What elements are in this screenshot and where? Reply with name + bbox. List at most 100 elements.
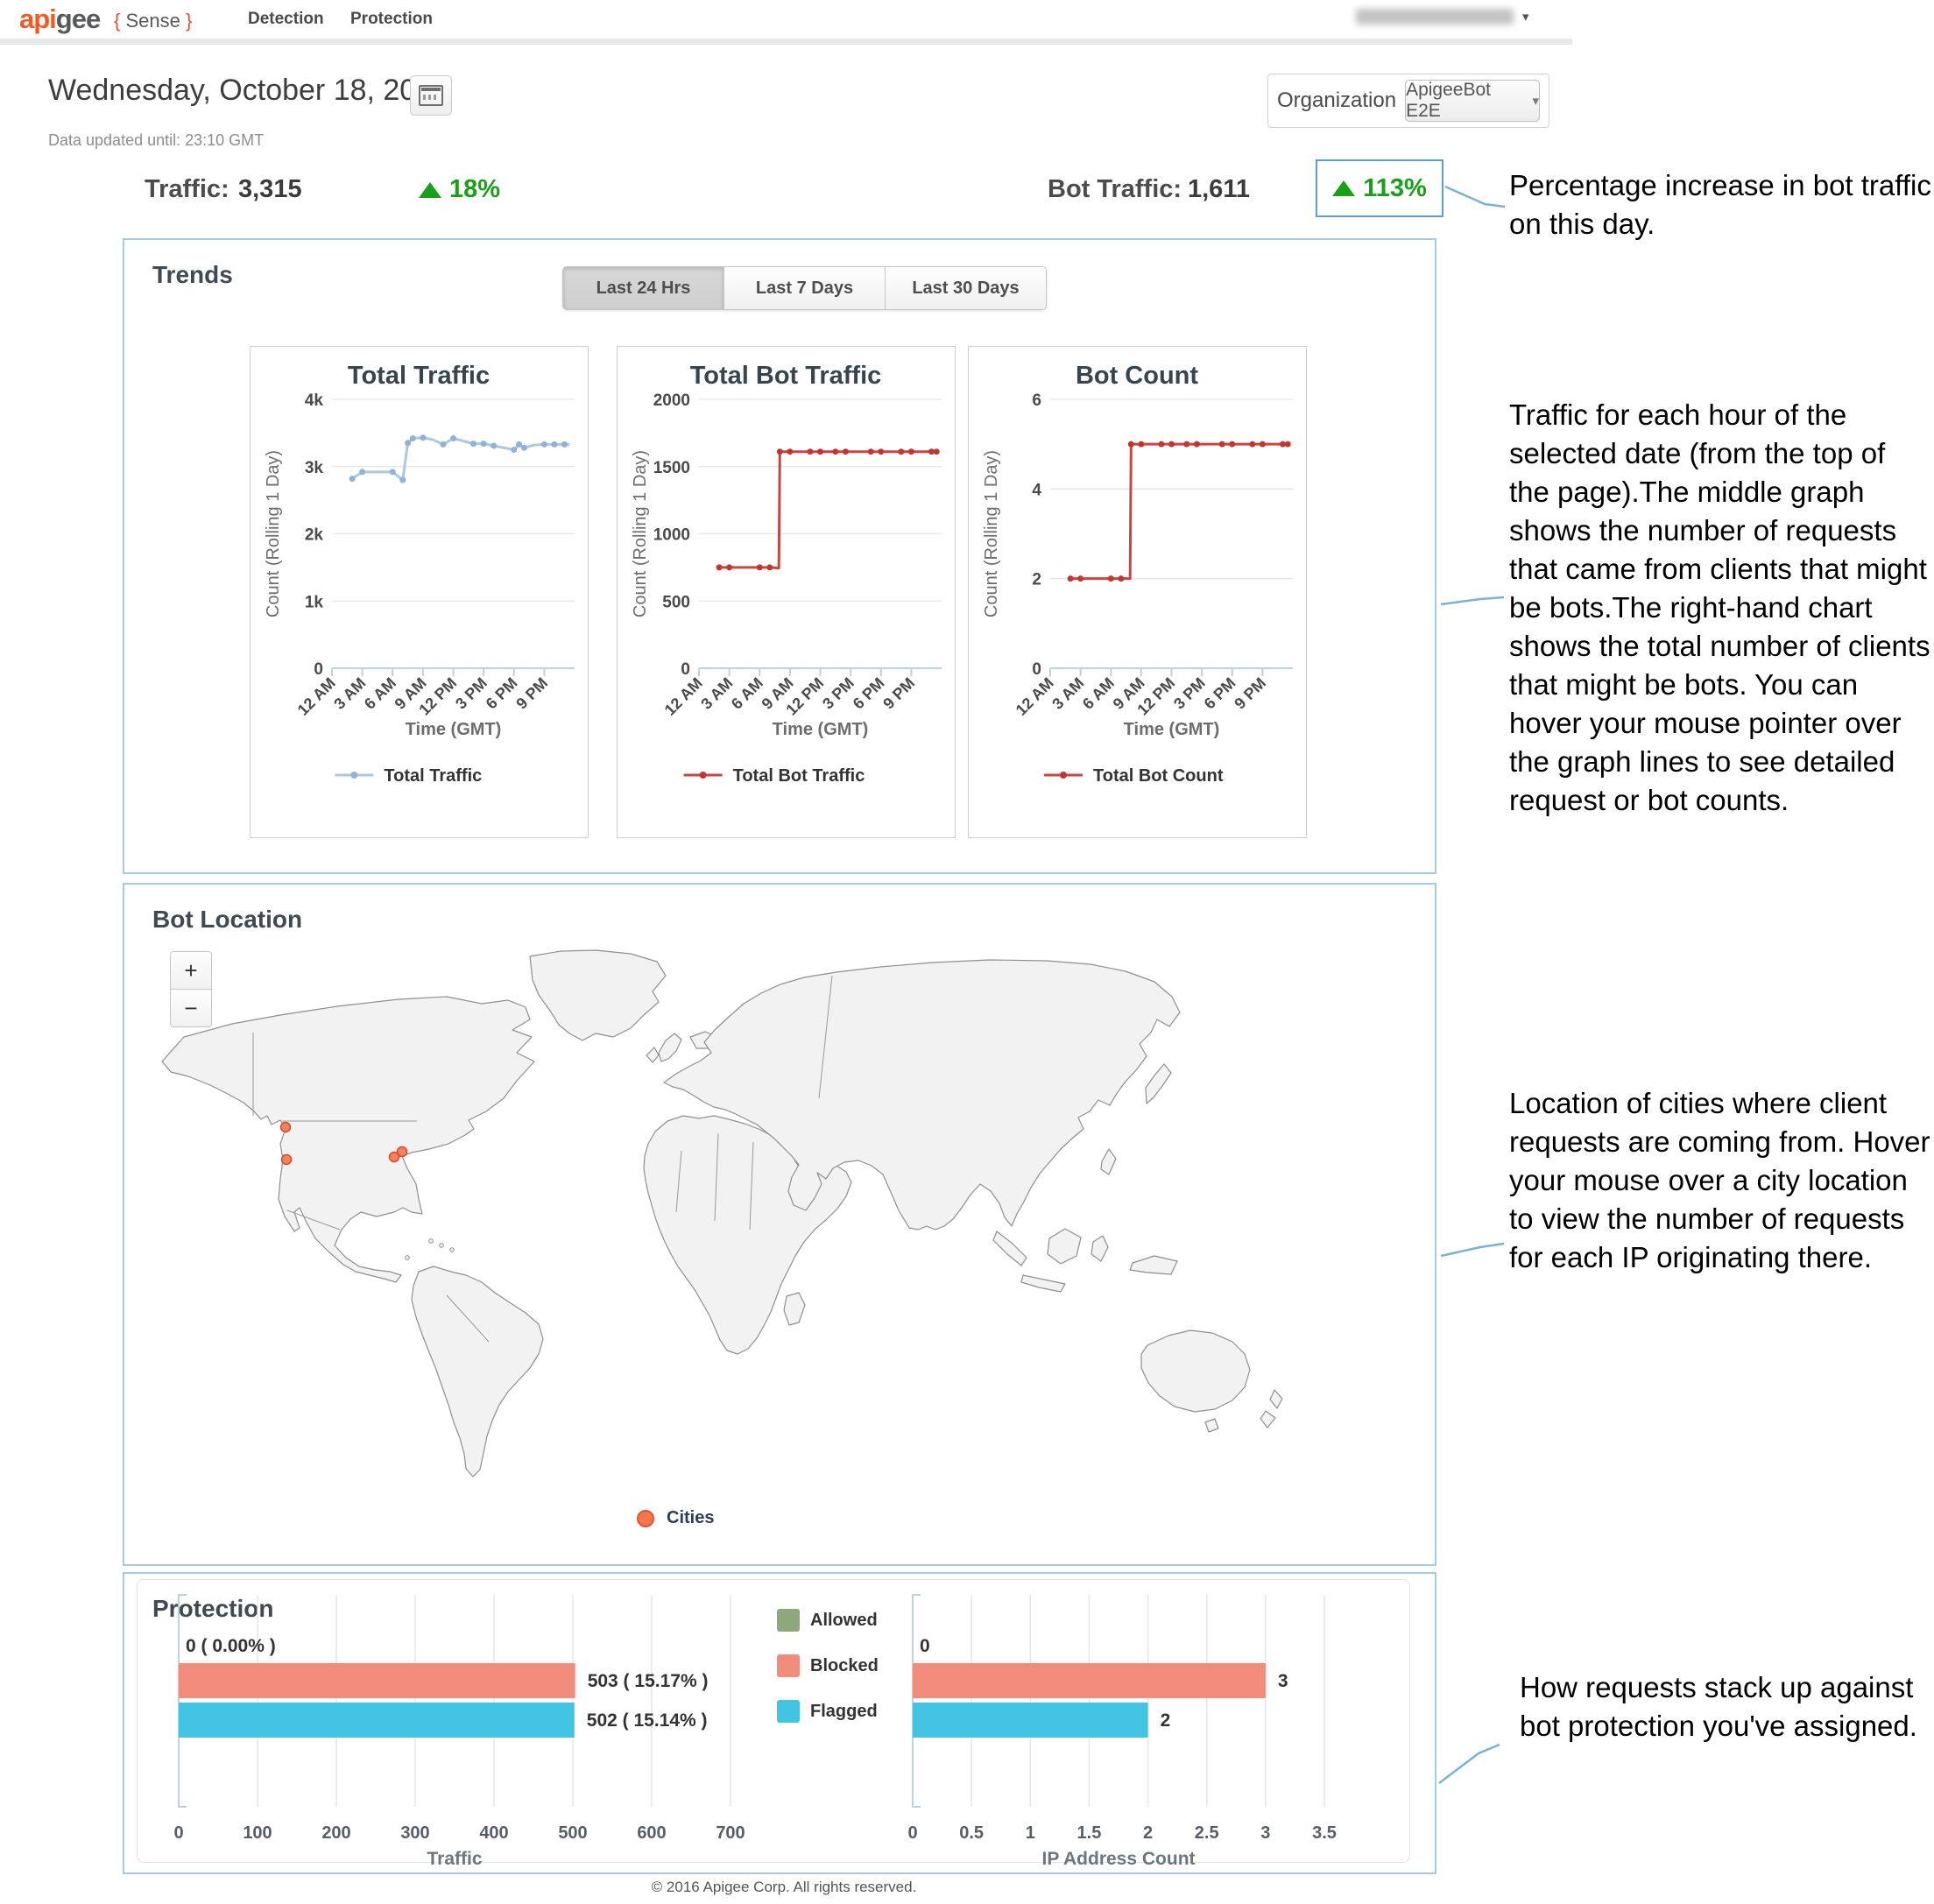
data-point: [1168, 441, 1175, 448]
data-point: [1077, 575, 1084, 582]
annotation-trends: Traffic for each hour of the selected da…: [1509, 398, 1930, 816]
chart-title: Bot Count: [1076, 362, 1198, 390]
landmass: [1020, 1274, 1066, 1293]
svg-text:2: 2: [1032, 571, 1041, 589]
trends-tab-group: Last 24 Hrs Last 7 Days Last 30 Days: [562, 266, 1047, 310]
top-nav: apigee { Sense } Detection Protection ▾: [0, 0, 1572, 39]
world-map[interactable]: [140, 949, 1419, 1484]
x-axis-label: Traffic: [427, 1849, 482, 1869]
data-point: [776, 448, 783, 455]
svg-text:2.5: 2.5: [1195, 1823, 1219, 1843]
nav-item-protection[interactable]: Protection: [350, 10, 433, 28]
svg-text:2: 2: [1143, 1823, 1153, 1843]
svg-text:500: 500: [558, 1823, 587, 1843]
svg-text:3 AM: 3 AM: [697, 674, 736, 713]
landmass: [992, 1231, 1027, 1266]
bar-value-label: 0 ( 0.00% ): [186, 1636, 276, 1656]
up-arrow-icon: [419, 181, 441, 198]
page-date-title: Wednesday, October 18, 2017: [48, 74, 450, 107]
tab-last-24-hrs[interactable]: Last 24 Hrs: [563, 267, 724, 309]
svg-text:3: 3: [1260, 1823, 1270, 1843]
svg-text:6 AM: 6 AM: [1079, 674, 1118, 713]
city-marker-icon: [637, 1509, 654, 1527]
data-point: [551, 441, 558, 448]
landmass: [1269, 1389, 1283, 1409]
traffic-delta: 18%: [419, 175, 500, 204]
protection-traffic-chart[interactable]: 0 ( 0.00% ) 503 ( 15.17% ) 502 ( 15.14% ) 0…: [159, 1583, 773, 1876]
bar-value-label: 503 ( 15.17% ): [588, 1671, 709, 1691]
data-point: [832, 448, 839, 455]
svg-text:700: 700: [716, 1823, 745, 1843]
svg-text:1500: 1500: [653, 459, 690, 477]
data-point: [1229, 441, 1236, 448]
svg-text:3 AM: 3 AM: [1048, 674, 1087, 713]
nav-item-detection[interactable]: Detection: [248, 10, 324, 28]
tab-last-7-days[interactable]: Last 7 Days: [724, 267, 886, 309]
total_bot_traffic-line: [719, 450, 937, 570]
tab-last-30-days[interactable]: Last 30 Days: [886, 267, 1046, 309]
data-point: [1218, 441, 1225, 448]
svg-text:2k: 2k: [305, 526, 324, 545]
data-point: [1118, 575, 1125, 582]
svg-text:600: 600: [637, 1823, 666, 1843]
landmass: [646, 1047, 660, 1063]
total_traffic-line: [351, 436, 570, 482]
x-axis-label: IP Address Count: [1041, 1849, 1195, 1869]
zoom-in-button[interactable]: +: [171, 952, 211, 989]
data-point: [491, 442, 498, 449]
data-point: [540, 441, 547, 448]
landmass: [1140, 1329, 1251, 1413]
chart-title: Total Bot Traffic: [690, 362, 882, 390]
x-axis-label: Time (GMT): [1124, 720, 1220, 739]
bar-value-label: 0: [920, 1636, 930, 1656]
svg-text:1: 1: [1026, 1823, 1035, 1843]
total-traffic-chart[interactable]: Total Traffic 0 1k 2k 3k 4k Count (Rolling 1 D…: [250, 346, 589, 838]
data-point: [399, 476, 406, 483]
zoom-out-button[interactable]: −: [171, 989, 211, 1026]
protection-ip-count-chart[interactable]: 0 3 2 0 0.5 1 1.5 2 2.5 3 3.5 IP Address Count: [895, 1583, 1421, 1876]
map-zoom-control: + −: [170, 951, 212, 1027]
landmass: [1260, 1410, 1276, 1428]
svg-text:3k: 3k: [305, 459, 324, 477]
chart-title: Total Traffic: [348, 362, 490, 390]
svg-text:9 PM: 9 PM: [512, 674, 551, 713]
sense-open-brace: {: [114, 10, 121, 32]
city-marker: [280, 1153, 293, 1166]
data-point: [511, 447, 518, 454]
data-point: [726, 564, 733, 571]
calendar-button[interactable]: [410, 75, 452, 116]
bot-traffic-label: Bot Traffic:: [1048, 175, 1182, 203]
data-point: [349, 476, 356, 483]
user-email-blurred: [1356, 9, 1514, 25]
svg-text:9 PM: 9 PM: [879, 674, 918, 713]
organization-value: ApigeeBot E2E: [1406, 80, 1491, 121]
sense-logo: { Sense }: [114, 10, 192, 32]
legend-label: Allowed: [810, 1610, 878, 1630]
data-point: [766, 564, 773, 571]
bot-count-chart[interactable]: Bot Count 0 2 4 6 Count (Rolling 1 Day) 12 AM 3…: [968, 346, 1307, 838]
data-point: [787, 448, 794, 455]
apigee-logo[interactable]: apigee: [19, 4, 101, 35]
svg-text:1000: 1000: [653, 526, 690, 545]
x-axis-label: Time (GMT): [773, 720, 869, 739]
bar-value-label: 502 ( 15.14% ): [587, 1710, 708, 1731]
legend-swatch: [777, 1700, 800, 1723]
city-marker: [388, 1151, 400, 1163]
svg-text:400: 400: [479, 1823, 508, 1843]
bot-traffic-delta-box: 113%: [1316, 159, 1443, 217]
legend-swatch: [777, 1609, 800, 1632]
svg-text:12 AM: 12 AM: [1013, 674, 1057, 719]
sense-word: Sense: [125, 10, 180, 32]
organization-dropdown[interactable]: ApigeeBot E2E ▾: [1405, 80, 1540, 122]
traffic-label: Traffic:: [145, 175, 229, 203]
user-menu[interactable]: ▾: [1356, 9, 1529, 25]
data-point: [1259, 441, 1266, 448]
svg-text:0: 0: [173, 1823, 183, 1843]
data-point: [817, 448, 823, 455]
svg-text:12 AM: 12 AM: [661, 674, 706, 719]
total-bot-traffic-chart[interactable]: Total Bot Traffic 0 500 1000 1500 2000 Count (…: [617, 346, 956, 838]
landmass: [1129, 1255, 1178, 1275]
chart-legend-label: Total Traffic: [384, 766, 482, 786]
legend-label: Blocked: [810, 1655, 879, 1675]
